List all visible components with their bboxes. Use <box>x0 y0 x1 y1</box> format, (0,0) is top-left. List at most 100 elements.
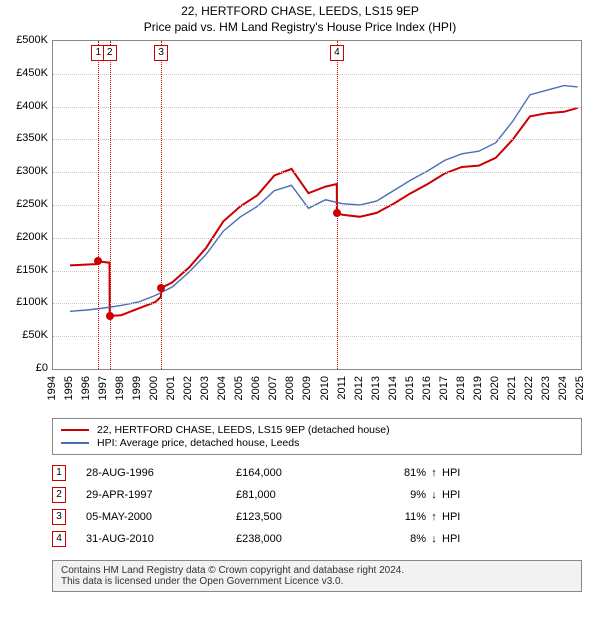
x-axis-label: 2016 <box>421 376 433 400</box>
plot-area: 1234 <box>52 40 582 370</box>
x-axis-label: 2007 <box>267 376 279 400</box>
event-marker-box: 2 <box>103 45 117 61</box>
transaction-hpi-label: HPI <box>442 489 482 501</box>
event-line <box>161 41 162 369</box>
x-axis-label: 1998 <box>114 376 126 400</box>
x-axis-label: 2010 <box>319 376 331 400</box>
x-axis-label: 2022 <box>523 376 535 400</box>
y-axis-label: £150K <box>4 264 48 276</box>
y-axis-label: £300K <box>4 165 48 177</box>
title-block: 22, HERTFORD CHASE, LEEDS, LS15 9EP Pric… <box>0 0 600 34</box>
x-axis-label: 2009 <box>301 376 313 400</box>
gridline <box>53 172 581 173</box>
transaction-date: 29-APR-1997 <box>86 489 236 501</box>
arrow-icon: ↓ <box>426 533 442 545</box>
x-axis-label: 2004 <box>216 376 228 400</box>
x-axis-label: 2006 <box>250 376 262 400</box>
transaction-hpi-label: HPI <box>442 467 482 479</box>
x-axis-label: 1995 <box>63 376 75 400</box>
legend: 22, HERTFORD CHASE, LEEDS, LS15 9EP (det… <box>52 418 582 455</box>
gridline <box>53 205 581 206</box>
x-axis-label: 2003 <box>199 376 211 400</box>
transaction-pct: 11% <box>366 511 426 523</box>
x-axis-label: 1996 <box>80 376 92 400</box>
legend-label-property: 22, HERTFORD CHASE, LEEDS, LS15 9EP (det… <box>97 424 390 436</box>
y-axis-label: £100K <box>4 296 48 308</box>
x-axis-label: 2024 <box>557 376 569 400</box>
arrow-icon: ↑ <box>426 467 442 479</box>
x-axis-label: 2019 <box>472 376 484 400</box>
transaction-price: £238,000 <box>236 533 366 545</box>
transaction-date: 28-AUG-1996 <box>86 467 236 479</box>
x-axis-label: 2008 <box>284 376 296 400</box>
transaction-hpi-label: HPI <box>442 511 482 523</box>
transaction-pct: 81% <box>366 467 426 479</box>
x-axis-label: 2017 <box>438 376 450 400</box>
x-axis-label: 2002 <box>182 376 194 400</box>
x-axis-label: 2001 <box>165 376 177 400</box>
transaction-row: 4 31-AUG-2010£238,0008%↓HPI <box>52 528 582 550</box>
footer-line2: This data is licensed under the Open Gov… <box>61 576 573 587</box>
legend-swatch-property <box>61 429 89 431</box>
x-axis-label: 1999 <box>131 376 143 400</box>
transaction-date: 05-MAY-2000 <box>86 511 236 523</box>
x-axis-label: 2013 <box>370 376 382 400</box>
transaction-row: 2 29-APR-1997£81,0009%↓HPI <box>52 484 582 506</box>
gridline <box>53 271 581 272</box>
x-axis-label: 2015 <box>404 376 416 400</box>
address-title: 22, HERTFORD CHASE, LEEDS, LS15 9EP <box>0 4 600 18</box>
x-axis-label: 2011 <box>336 376 348 400</box>
y-axis-label: £400K <box>4 100 48 112</box>
x-axis-label: 2012 <box>353 376 365 400</box>
x-axis-label: 2005 <box>233 376 245 400</box>
x-axis-label: 2023 <box>540 376 552 400</box>
gridline <box>53 139 581 140</box>
transaction-marker <box>157 284 165 292</box>
legend-label-hpi: HPI: Average price, detached house, Leed… <box>97 437 299 449</box>
transaction-price: £123,500 <box>236 511 366 523</box>
x-axis-label: 1997 <box>97 376 109 400</box>
event-marker-box: 4 <box>330 45 344 61</box>
y-axis-label: £250K <box>4 198 48 210</box>
y-axis-label: £500K <box>4 34 48 46</box>
event-line <box>98 41 99 369</box>
event-line <box>337 41 338 369</box>
gridline <box>53 238 581 239</box>
chart-area: 1234 £0£50K£100K£150K£200K£250K£300K£350… <box>0 40 600 410</box>
x-axis-label: 1994 <box>46 376 58 400</box>
transaction-hpi-label: HPI <box>442 533 482 545</box>
x-axis-label: 2025 <box>574 376 586 400</box>
transaction-marker <box>333 209 341 217</box>
x-axis-label: 2014 <box>387 376 399 400</box>
gridline <box>53 303 581 304</box>
transaction-pct: 8% <box>366 533 426 545</box>
footer-attribution: Contains HM Land Registry data © Crown c… <box>52 560 582 592</box>
transaction-table: 128-AUG-1996£164,00081%↑HPI229-APR-1997£… <box>52 462 582 550</box>
event-marker-box: 3 <box>154 45 168 61</box>
x-axis-label: 2021 <box>506 376 518 400</box>
transaction-marker <box>106 312 114 320</box>
transaction-date: 31-AUG-2010 <box>86 533 236 545</box>
y-axis-label: £450K <box>4 67 48 79</box>
gridline <box>53 107 581 108</box>
transaction-price: £81,000 <box>236 489 366 501</box>
transaction-price: £164,000 <box>236 467 366 479</box>
transaction-row: 1 28-AUG-1996£164,00081%↑HPI <box>52 462 582 484</box>
transaction-marker <box>94 257 102 265</box>
gridline <box>53 336 581 337</box>
chart-container: 22, HERTFORD CHASE, LEEDS, LS15 9EP Pric… <box>0 0 600 620</box>
series-hpi <box>70 86 578 312</box>
x-axis-label: 2018 <box>455 376 467 400</box>
transaction-number: 2 <box>52 487 66 503</box>
transaction-number: 4 <box>52 531 66 547</box>
legend-property: 22, HERTFORD CHASE, LEEDS, LS15 9EP (det… <box>61 424 573 436</box>
y-axis-label: £0 <box>4 362 48 374</box>
footer-line1: Contains HM Land Registry data © Crown c… <box>61 565 573 576</box>
legend-swatch-hpi <box>61 442 89 444</box>
transaction-pct: 9% <box>366 489 426 501</box>
transaction-number: 1 <box>52 465 66 481</box>
arrow-icon: ↑ <box>426 511 442 523</box>
y-axis-label: £350K <box>4 132 48 144</box>
arrow-icon: ↓ <box>426 489 442 501</box>
gridline <box>53 74 581 75</box>
